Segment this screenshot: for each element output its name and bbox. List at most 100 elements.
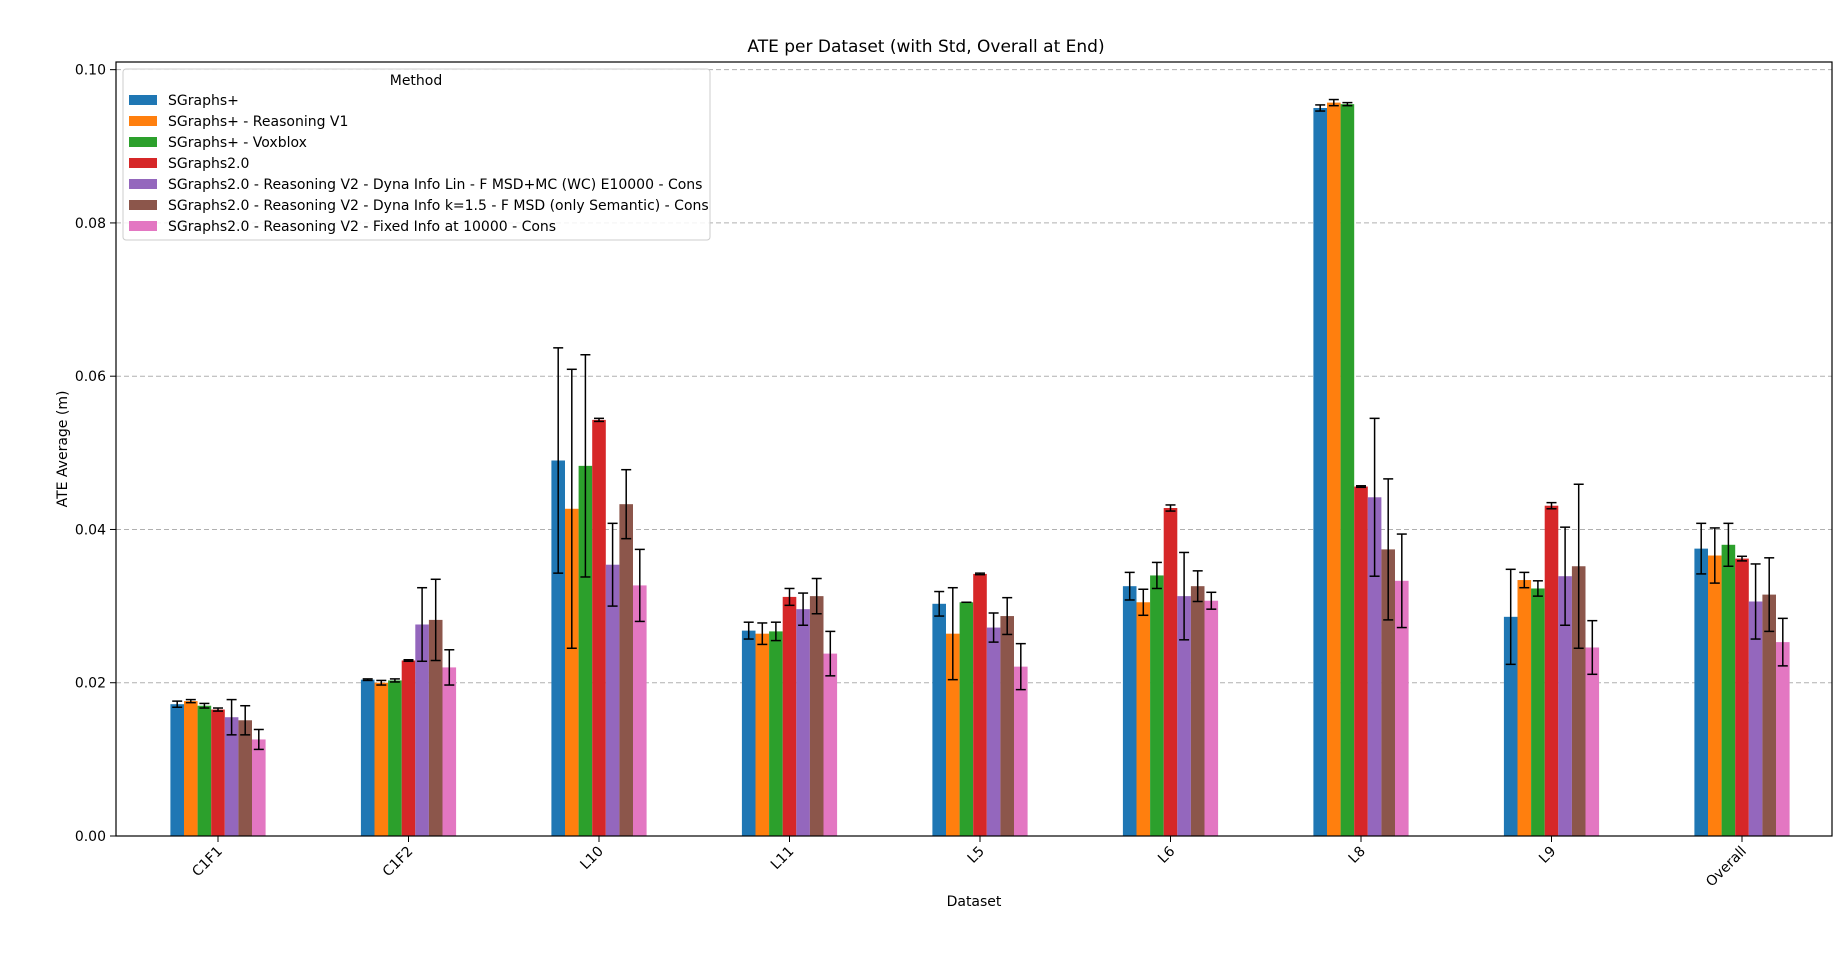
legend-title: Method — [390, 73, 443, 89]
bar — [782, 596, 797, 836]
legend-entry-label: SGraphs2.0 - Reasoning V2 - Dyna Info k=… — [168, 198, 709, 214]
legend-entry-label: SGraphs2.0 - Reasoning V2 - Fixed Info a… — [168, 219, 556, 235]
y-axis-label: ATE Average (m) — [55, 391, 71, 508]
bar — [741, 630, 756, 836]
bar — [1571, 566, 1586, 836]
x-axis-label: Dataset — [947, 894, 1002, 910]
bar — [428, 619, 443, 836]
bar — [769, 631, 783, 836]
bar — [1381, 549, 1395, 836]
x-tick-label: L6 — [1155, 843, 1178, 866]
legend-swatch — [129, 116, 157, 126]
bar — [1748, 601, 1763, 836]
bar — [809, 596, 824, 836]
bar — [1340, 104, 1355, 837]
bar — [1204, 600, 1219, 836]
x-tick-label: L8 — [1346, 844, 1369, 867]
bar — [1122, 586, 1137, 836]
bar — [1531, 588, 1545, 836]
error-bars-group — [172, 98, 1788, 751]
bar — [252, 739, 266, 836]
bar — [1014, 666, 1028, 836]
legend: Method SGraphs+ SGraphs+ - Reasoning V1 SG… — [122, 68, 711, 241]
legend-swatch — [129, 158, 157, 168]
bar — [605, 564, 620, 836]
bar — [619, 504, 633, 836]
bar — [211, 709, 225, 836]
bar — [796, 609, 810, 836]
bar — [1313, 107, 1327, 836]
x-tick-label: L10 — [577, 844, 606, 873]
bar — [823, 653, 838, 836]
legend-swatch — [129, 221, 157, 231]
x-tick-label: C1F2 — [380, 844, 417, 881]
bar — [1762, 594, 1776, 836]
bar — [1544, 505, 1559, 836]
bar — [401, 660, 416, 836]
x-axis: C1F1 C1F2 L10 L11 L5 L6 L8 L9 Overall — [189, 836, 1750, 890]
bar — [755, 633, 770, 836]
bar — [1136, 602, 1151, 836]
legend-entry-label: SGraphs+ - Reasoning V1 — [168, 114, 348, 130]
bar — [633, 585, 647, 836]
legend-swatch — [129, 95, 157, 105]
x-tick-label: L5 — [965, 844, 988, 867]
bar — [360, 679, 375, 836]
bar — [1163, 508, 1178, 836]
x-tick-label: L11 — [768, 844, 797, 873]
y-tick-label: 0.04 — [75, 522, 106, 538]
bar — [1708, 555, 1722, 836]
y-tick-label: 0.08 — [75, 216, 106, 232]
bar — [1517, 580, 1532, 836]
bar — [1327, 102, 1341, 836]
y-tick-label: 0.02 — [75, 676, 106, 692]
bar — [388, 680, 402, 836]
bar — [592, 419, 606, 836]
bar — [1503, 616, 1518, 836]
bar — [224, 717, 239, 836]
y-tick-label: 0.00 — [75, 829, 106, 845]
x-tick-label: L9 — [1536, 844, 1559, 867]
bar — [932, 603, 946, 836]
bar — [1177, 596, 1191, 836]
bar — [1558, 576, 1572, 836]
x-tick-label: C1F1 — [189, 844, 226, 881]
bar — [946, 633, 960, 836]
y-axis: 0.00 0.02 0.04 0.06 0.08 0.10 — [75, 63, 116, 845]
bar — [551, 460, 565, 836]
bar — [238, 720, 252, 836]
legend-swatch — [129, 137, 157, 147]
y-tick-label: 0.06 — [75, 369, 106, 385]
plot-frame — [115, 61, 1833, 837]
bar — [1000, 616, 1014, 836]
legend-swatch — [129, 179, 157, 189]
bar — [1190, 586, 1205, 836]
chart-title: ATE per Dataset (with Std, Overall at En… — [747, 37, 1104, 57]
legend-swatch — [129, 200, 157, 210]
bar — [1776, 642, 1790, 836]
bar — [959, 602, 974, 836]
bar — [565, 508, 579, 836]
bar — [1721, 544, 1736, 836]
bar — [1367, 497, 1382, 836]
legend-entry-label: SGraphs2.0 — [168, 156, 249, 172]
y-tick-label: 0.10 — [75, 63, 106, 79]
legend-entry-label: SGraphs+ - Voxblox — [168, 135, 307, 151]
bar — [197, 705, 212, 836]
bar — [1585, 647, 1600, 836]
legend-entry-label: SGraphs+ — [168, 93, 239, 109]
bar — [442, 667, 457, 836]
bar — [1150, 575, 1164, 836]
bar — [578, 465, 593, 836]
x-tick-label: Overall — [1703, 844, 1750, 891]
bar — [1395, 580, 1409, 836]
legend-entry-label: SGraphs2.0 - Reasoning V2 - Dyna Info Li… — [168, 177, 702, 193]
bars-group — [170, 102, 1790, 837]
bar — [1354, 486, 1368, 836]
bar — [184, 701, 198, 836]
legend-box — [122, 68, 711, 241]
bar — [374, 682, 389, 836]
bar — [170, 704, 184, 836]
bar — [415, 624, 429, 836]
